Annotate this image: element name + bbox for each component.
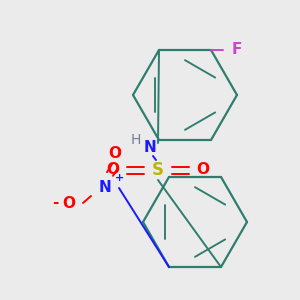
Text: -: - xyxy=(52,196,58,211)
Text: N: N xyxy=(144,140,156,155)
Text: N: N xyxy=(99,181,111,196)
Text: O: O xyxy=(109,146,122,160)
Text: F: F xyxy=(232,43,242,58)
Text: +: + xyxy=(114,173,124,183)
Text: O: O xyxy=(106,163,119,178)
Text: O: O xyxy=(196,163,209,178)
Text: H: H xyxy=(131,133,141,147)
Text: S: S xyxy=(152,161,164,179)
Text: O: O xyxy=(62,196,76,211)
